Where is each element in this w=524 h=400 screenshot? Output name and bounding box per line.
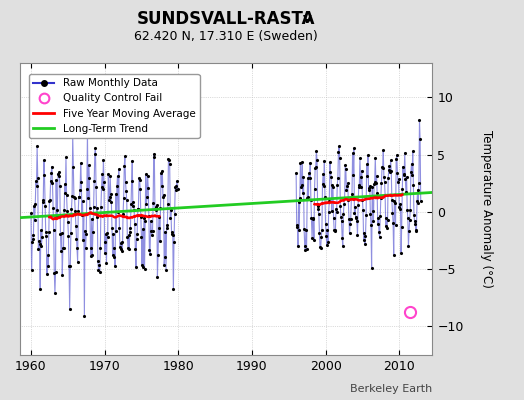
Text: Berkeley Earth: Berkeley Earth — [350, 384, 432, 394]
Text: 62.420 N, 17.310 E (Sweden): 62.420 N, 17.310 E (Sweden) — [134, 30, 318, 43]
Legend: Raw Monthly Data, Quality Control Fail, Five Year Moving Average, Long-Term Tren: Raw Monthly Data, Quality Control Fail, … — [29, 74, 200, 138]
Text: V: V — [303, 15, 312, 25]
Text: SUNDSVALL-RASTA: SUNDSVALL-RASTA — [137, 10, 315, 28]
Y-axis label: Temperature Anomaly (°C): Temperature Anomaly (°C) — [481, 130, 493, 288]
